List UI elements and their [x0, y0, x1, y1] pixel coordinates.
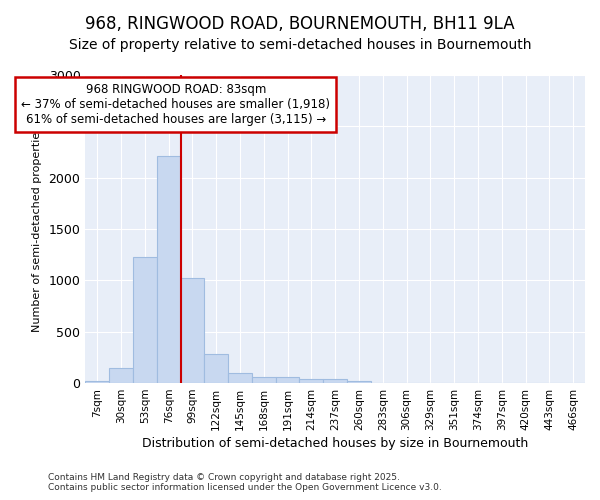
Bar — [85, 381, 109, 383]
Bar — [228, 373, 252, 383]
Bar — [157, 156, 181, 383]
Bar — [109, 368, 133, 383]
Bar — [252, 377, 275, 383]
Text: Size of property relative to semi-detached houses in Bournemouth: Size of property relative to semi-detach… — [69, 38, 531, 52]
Bar — [299, 379, 323, 383]
Bar — [323, 380, 347, 383]
Bar — [275, 377, 299, 383]
Text: 968 RINGWOOD ROAD: 83sqm
← 37% of semi-detached houses are smaller (1,918)
61% o: 968 RINGWOOD ROAD: 83sqm ← 37% of semi-d… — [21, 83, 330, 126]
Bar — [181, 278, 205, 383]
Bar — [133, 257, 157, 383]
X-axis label: Distribution of semi-detached houses by size in Bournemouth: Distribution of semi-detached houses by … — [142, 437, 529, 450]
Y-axis label: Number of semi-detached properties: Number of semi-detached properties — [32, 126, 41, 332]
Bar — [347, 381, 371, 383]
Text: 968, RINGWOOD ROAD, BOURNEMOUTH, BH11 9LA: 968, RINGWOOD ROAD, BOURNEMOUTH, BH11 9L… — [85, 15, 515, 33]
Bar — [205, 354, 228, 383]
Text: Contains HM Land Registry data © Crown copyright and database right 2025.
Contai: Contains HM Land Registry data © Crown c… — [48, 473, 442, 492]
